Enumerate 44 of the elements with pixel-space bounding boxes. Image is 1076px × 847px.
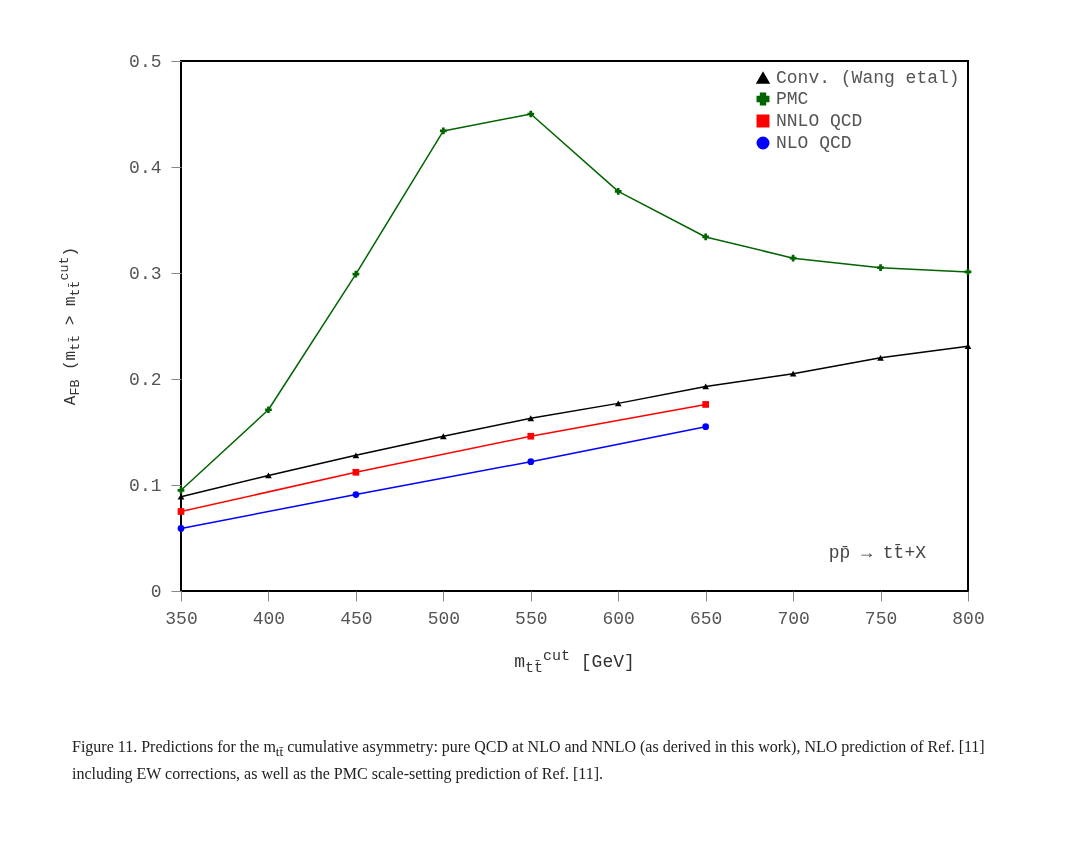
legend-label: Conv. (Wang etal)	[776, 68, 960, 88]
point	[177, 508, 185, 515]
y-tick-label: 0.3	[129, 263, 162, 284]
point	[352, 491, 360, 498]
point	[877, 354, 884, 361]
caption: Figure 11. Predictions for the m$_{tt̄}$ cumulative asymmetry: pure QCD at NLO and NNLO (as derived in this work), NLO prediction of Ref. [11] including EW corrections, as well as the PMC scale-setting prediction of Ref. [11].	[72, 737, 986, 785]
point	[527, 458, 535, 466]
legend-label: PMC	[776, 89, 809, 109]
x-tick-label: 650	[689, 608, 723, 629]
x-tick-label: 500	[427, 608, 461, 629]
x-axis-title: m$_{tt̄}$$^{cut}$ [GeV]	[513, 648, 636, 677]
x-tick-label: 400	[252, 608, 286, 629]
point	[527, 110, 535, 118]
x-tick-label: 350	[165, 608, 198, 629]
point	[877, 264, 884, 272]
point	[177, 486, 185, 494]
legend-label: NLO QCD	[776, 133, 852, 153]
point	[265, 406, 272, 414]
point	[439, 433, 447, 440]
point	[702, 401, 710, 408]
y-tick-label: 0.2	[129, 369, 162, 390]
x-tick-label: 700	[777, 608, 810, 629]
x-tick-label: 750	[864, 608, 898, 629]
point	[702, 423, 710, 431]
y-tick-label: 0	[150, 581, 162, 602]
point	[439, 127, 447, 135]
y-tick-label: 0.4	[129, 157, 162, 178]
point	[702, 233, 710, 241]
x-tick-label: 600	[602, 608, 635, 629]
y-tick-label: 0.5	[129, 51, 162, 72]
x-tick-label: 800	[952, 608, 985, 629]
point	[177, 525, 185, 532]
point	[527, 415, 535, 422]
point	[527, 432, 535, 440]
point	[789, 370, 797, 377]
annotation: pp̄ → tt̄+X	[828, 543, 926, 563]
point	[352, 468, 360, 476]
point	[614, 400, 622, 407]
y-tick-label: 0.1	[129, 475, 162, 496]
x-tick-label: 450	[340, 608, 373, 629]
point	[614, 188, 622, 195]
x-tick-label: 550	[515, 608, 548, 629]
point	[789, 254, 797, 262]
legend-label: NNLO QCD	[776, 111, 863, 131]
